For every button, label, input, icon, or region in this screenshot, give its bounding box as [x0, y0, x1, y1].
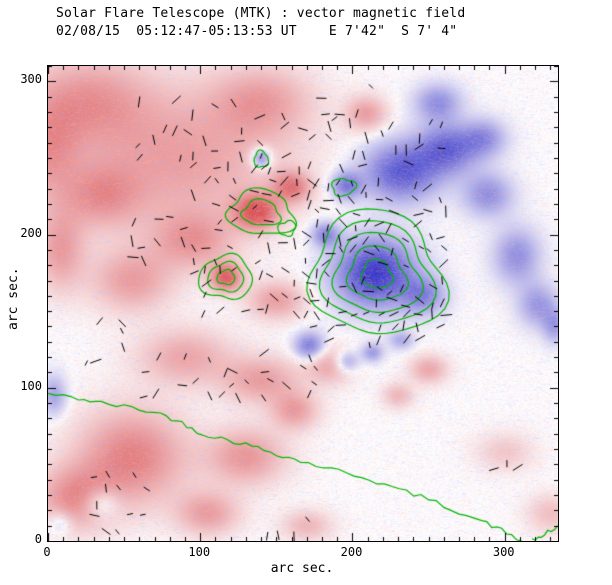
y-tick-label: 300: [20, 72, 42, 87]
x-axis-label: arc sec.: [270, 561, 334, 576]
y-tick-label: 200: [20, 225, 42, 240]
y-tick-label: 100: [20, 378, 42, 393]
x-tick-label: 300: [492, 545, 515, 559]
plot-area: [47, 65, 559, 542]
x-tick-label: 100: [188, 545, 211, 559]
x-tick-label: 200: [340, 545, 363, 559]
figure-title: Solar Flare Telescope (MTK) : vector mag…: [56, 6, 466, 21]
y-tick-label: 0: [34, 532, 42, 546]
y-axis-label: arc sec.: [6, 267, 21, 330]
figure-subtitle: 02/08/15 05:12:47-05:13:53 UT E 7'42" S …: [56, 24, 458, 39]
x-tick-label: 0: [43, 545, 51, 559]
magnetogram-canvas: [48, 66, 558, 541]
